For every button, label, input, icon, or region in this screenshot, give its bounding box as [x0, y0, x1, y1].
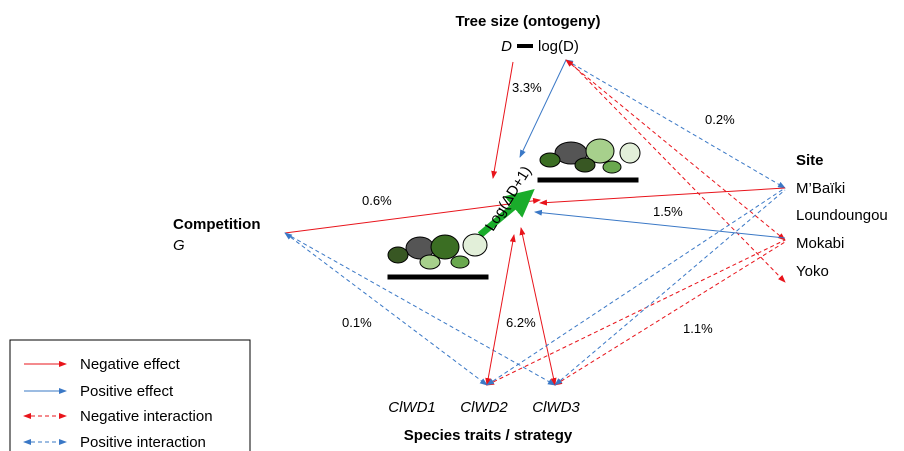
percentage: 1.5% — [653, 204, 683, 219]
competition-var: G — [173, 237, 185, 254]
percentage: 0.2% — [705, 112, 735, 127]
legend-label: Positive interaction — [80, 434, 206, 451]
trait-label: ClWD2 — [460, 399, 508, 416]
tree-size-var: log(D) — [538, 38, 579, 55]
legend-label: Negative interaction — [80, 408, 213, 425]
percentage: 1.1% — [683, 321, 713, 336]
trait-label: ClWD1 — [388, 399, 436, 416]
legend: Negative effect Positive effect Negative… — [9, 339, 251, 451]
percentage: 3.3% — [512, 80, 542, 95]
percentage: 6.2% — [506, 315, 536, 330]
legend-label: Positive effect — [80, 383, 174, 400]
trees — [387, 138, 641, 280]
site-label: Mokabi — [796, 235, 844, 252]
arrows — [284, 59, 786, 386]
percentage: 0.1% — [342, 315, 372, 330]
site-title: Site — [796, 152, 824, 169]
site-label: Loundoungou — [796, 207, 888, 224]
traits-title: Species traits / strategy — [404, 427, 573, 444]
site-label: Yoko — [796, 263, 829, 280]
trait-label: ClWD3 — [532, 399, 580, 416]
response-label: Log(ΔD+1) — [482, 163, 535, 234]
competition-title: Competition — [173, 216, 261, 233]
separator — [517, 44, 533, 48]
site-label: M’Baïki — [796, 180, 845, 197]
percentage: 0.6% — [362, 193, 392, 208]
tree-size-var: D — [501, 38, 512, 55]
tree-size-title: Tree size (ontogeny) — [455, 13, 600, 30]
legend-label: Negative effect — [80, 356, 181, 373]
